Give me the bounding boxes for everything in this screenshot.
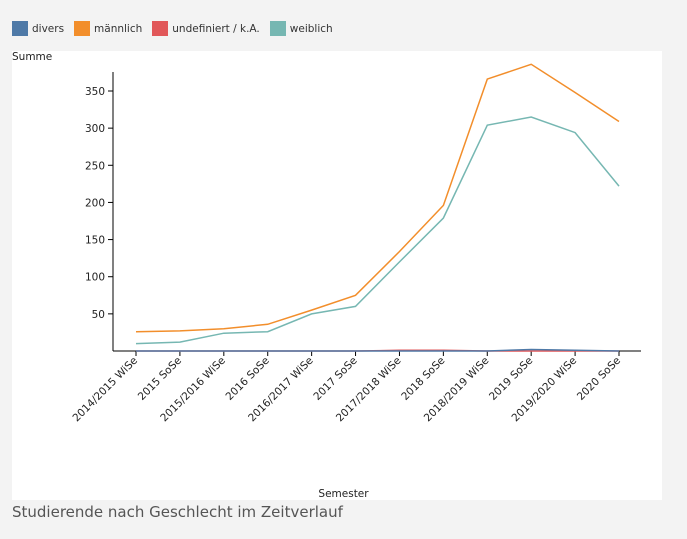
- y-tick-label: 200: [85, 197, 105, 209]
- legend-label-maennlich: männlich: [94, 22, 143, 35]
- x-tick-label: 2015 SoSe: [136, 355, 184, 403]
- x-tick-label: 2016 SoSe: [224, 355, 272, 403]
- y-axis-label: Summe: [12, 51, 53, 63]
- legend-label-divers: divers: [32, 22, 65, 35]
- x-tick-label: 2019 SoSe: [487, 355, 535, 403]
- y-tick-label: 100: [85, 272, 105, 284]
- x-tick-label: 2020 SoSe: [575, 355, 623, 403]
- y-tick-label: 350: [85, 86, 105, 98]
- legend-item-maennlich[interactable]: männlich: [74, 21, 142, 36]
- legend-item-divers[interactable]: divers: [12, 21, 64, 36]
- legend-item-undefiniert[interactable]: undefiniert / k.A.: [152, 21, 260, 36]
- plot-panel: [12, 51, 662, 500]
- series-line-mnnlich: [135, 63, 620, 333]
- x-tick-label: 2017 SoSe: [311, 355, 359, 403]
- y-tick-label: 300: [85, 123, 105, 135]
- x-axis-label: Semester: [318, 488, 369, 500]
- legend-item-weiblich[interactable]: weiblich: [269, 21, 333, 36]
- legend-swatch-undefiniert: [152, 21, 169, 36]
- y-tick-label: 150: [85, 235, 105, 247]
- chart-title: Studierende nach Geschlecht im Zeitverla…: [12, 503, 343, 521]
- series-line-weiblich: [135, 116, 620, 345]
- legend: divers männlich undefiniert / k.A. weibl…: [12, 21, 343, 36]
- x-tick-label: 2014/2015 WiSe: [70, 355, 140, 425]
- legend-swatch-divers: [12, 21, 28, 36]
- legend-label-undefiniert: undefiniert / k.A.: [172, 22, 260, 35]
- y-tick-label: 50: [92, 309, 105, 321]
- legend-swatch-maennlich: [74, 21, 91, 36]
- x-tick-label: 2018 SoSe: [399, 355, 447, 403]
- y-tick-label: 250: [85, 160, 105, 172]
- series-line-divers: [136, 348, 620, 352]
- legend-swatch-weiblich: [269, 21, 286, 36]
- legend-label-weiblich: weiblich: [289, 22, 333, 35]
